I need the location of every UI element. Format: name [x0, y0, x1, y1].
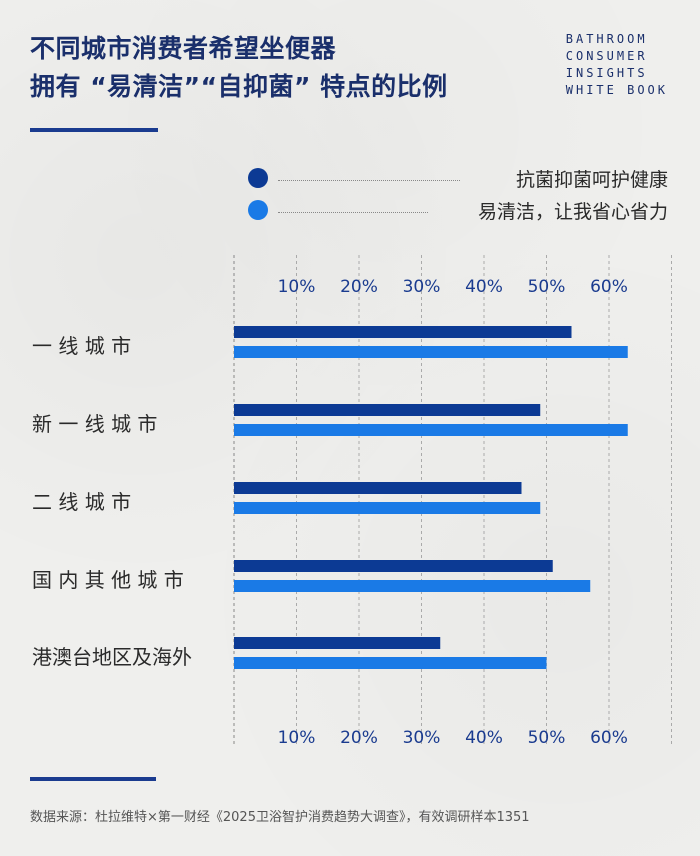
tick-label-bottom-60: 60%: [590, 728, 628, 748]
bar-2-0: [234, 346, 628, 358]
legend-leader-1: [278, 180, 460, 181]
brand-line-2: CONSUMER: [565, 49, 648, 63]
legend-swatch-series-2: [248, 200, 268, 220]
bar-1-1: [234, 404, 541, 416]
tick-label-bottom-10: 10%: [278, 728, 316, 748]
tick-label-top-10: 10%: [278, 277, 316, 297]
legend-label-series-2: 易清洁，让我省心省力: [477, 201, 668, 223]
bar-1-3: [234, 560, 553, 572]
category-label-4: 港澳台地区及海外: [32, 645, 192, 669]
tick-label-bottom-40: 40%: [465, 728, 503, 748]
title-line-1: 不同城市消费者希望坐便器: [30, 34, 337, 63]
tick-label-top-50: 50%: [528, 277, 566, 297]
category-label-3: 国 内 其 他 城 市: [32, 568, 184, 592]
tick-label-bottom-20: 20%: [340, 728, 378, 748]
category-label-1: 新 一 线 城 市: [32, 412, 157, 436]
tick-label-top-30: 30%: [403, 277, 441, 297]
bar-2-4: [234, 657, 547, 669]
bar-1-4: [234, 637, 441, 649]
legend-swatch-series-1: [248, 168, 268, 188]
tick-label-top-60: 60%: [590, 277, 628, 297]
legend-item-series-1: 抗菌抑菌呵护健康: [248, 165, 668, 191]
category-label-0: 一 线 城 市: [32, 334, 131, 358]
bar-2-3: [234, 580, 591, 592]
brand-line-3: INSIGHTS: [565, 66, 648, 80]
tick-label-top-40: 40%: [465, 277, 503, 297]
bar-2-1: [234, 424, 628, 436]
brand-line-4: WHITE BOOK: [565, 83, 668, 97]
bar-1-2: [234, 482, 522, 494]
tick-label-top-20: 20%: [340, 277, 378, 297]
footer-rule: [30, 777, 156, 781]
chart-title: 不同城市消费者希望坐便器 拥有 “易清洁”“自抑菌” 特点的比例: [30, 30, 448, 106]
bar-2-2: [234, 502, 541, 514]
title-line-2: 拥有 “易清洁”“自抑菌” 特点的比例: [30, 72, 448, 101]
source-note: 数据来源：杜拉维特×第一财经《2025卫浴智护消费趋势大调查》，有效调研样本13…: [30, 810, 530, 825]
title-underline: [30, 128, 158, 132]
legend-leader-2: [278, 212, 428, 213]
category-label-2: 二 线 城 市: [32, 490, 131, 514]
bar-1-0: [234, 326, 572, 338]
tick-label-bottom-30: 30%: [403, 728, 441, 748]
brand-line-1: BATHROOM: [565, 32, 648, 46]
tick-label-bottom-50: 50%: [528, 728, 566, 748]
legend-label-series-1: 抗菌抑菌呵护健康: [515, 169, 668, 191]
brand-block: BATHROOM CONSUMER INSIGHTS WHITE BOOK: [566, 31, 668, 99]
legend-item-series-2: 易清洁，让我省心省力: [248, 197, 668, 223]
